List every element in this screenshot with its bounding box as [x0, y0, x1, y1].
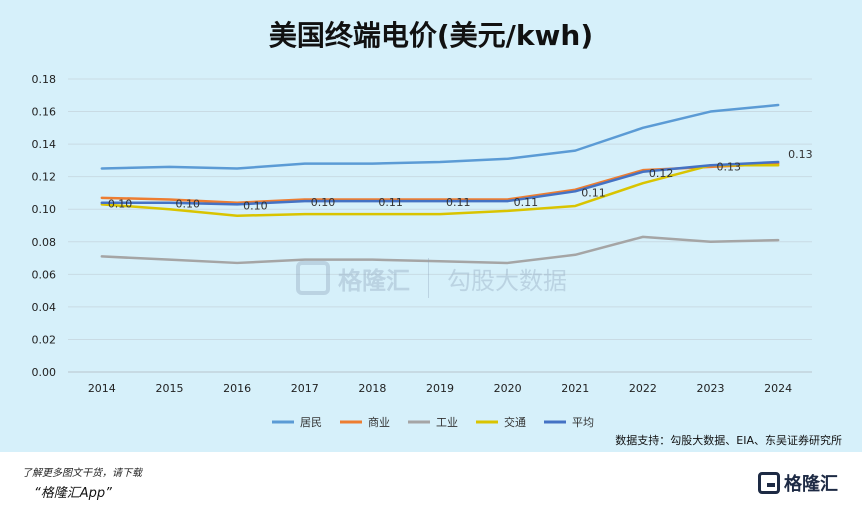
y-tick-label: 0.10: [32, 203, 57, 216]
y-tick-label: 0.00: [32, 366, 57, 379]
series-line-交通: [100, 164, 780, 217]
x-tick-label: 2021: [561, 382, 589, 395]
series-line-居民: [100, 103, 780, 170]
data-label: 0.13: [788, 148, 813, 161]
x-tick-label: 2019: [426, 382, 454, 395]
y-tick-label: 0.12: [32, 171, 57, 184]
x-tick-label: 2018: [358, 382, 386, 395]
footer-prompt: 了解更多图文干货，请下载: [22, 468, 142, 479]
footer-logo-text: 格隆汇: [784, 474, 838, 495]
source-note: 数据支持：勾股大数据、EIA、东吴证券研究所: [615, 434, 842, 447]
y-tick-label: 0.16: [32, 106, 57, 119]
x-tick-label: 2023: [697, 382, 725, 395]
y-tick-label: 0.02: [32, 333, 57, 346]
footer-logo[interactable]: 格隆汇: [758, 466, 838, 500]
y-tick-label: 0.18: [32, 73, 57, 86]
footer: 了解更多图文干货，请下载 “格隆汇App” 格隆汇: [0, 452, 862, 512]
chart-title: 美国终端电价(美元/kwh): [268, 19, 594, 52]
y-tick-label: 0.08: [32, 236, 57, 249]
x-tick-label: 2017: [291, 382, 319, 395]
x-tick-label: 2014: [88, 382, 116, 395]
y-tick-label: 0.04: [32, 301, 57, 314]
legend-label: 工业: [436, 416, 458, 429]
legend-label: 商业: [368, 415, 390, 429]
line-chart: 0.00 0.02 0.04 0.06 0.08 0.10 0.12 0.14 0.16 0.18…: [32, 73, 813, 429]
logo-icon: [758, 472, 780, 494]
data-label: 0.11: [514, 196, 539, 209]
data-label: 0.10: [243, 199, 268, 212]
series-line-平均: [100, 160, 780, 206]
x-tick-label: 2024: [764, 382, 792, 395]
legend-label: 交通: [504, 415, 526, 429]
series-line-工业: [100, 235, 780, 265]
data-label: 0.10: [175, 198, 200, 211]
data-label: 0.12: [649, 167, 674, 180]
data-label: 0.11: [378, 196, 403, 209]
x-tick-label: 2015: [155, 382, 183, 395]
legend-label: 平均: [572, 416, 594, 429]
data-label: 0.10: [311, 196, 336, 209]
x-tick-label: 2020: [494, 382, 522, 395]
footer-app-name[interactable]: “格隆汇App”: [34, 486, 112, 501]
data-label: 0.10: [108, 198, 132, 211]
x-tick-label: 2022: [629, 382, 657, 395]
y-tick-label: 0.06: [32, 268, 57, 281]
data-label: 0.11: [581, 186, 606, 199]
legend-label: 居民: [300, 416, 322, 429]
x-tick-label: 2016: [223, 382, 251, 395]
y-tick-label: 0.14: [32, 138, 57, 151]
data-label: 0.11: [446, 196, 471, 209]
data-label: 0.13: [717, 160, 742, 173]
